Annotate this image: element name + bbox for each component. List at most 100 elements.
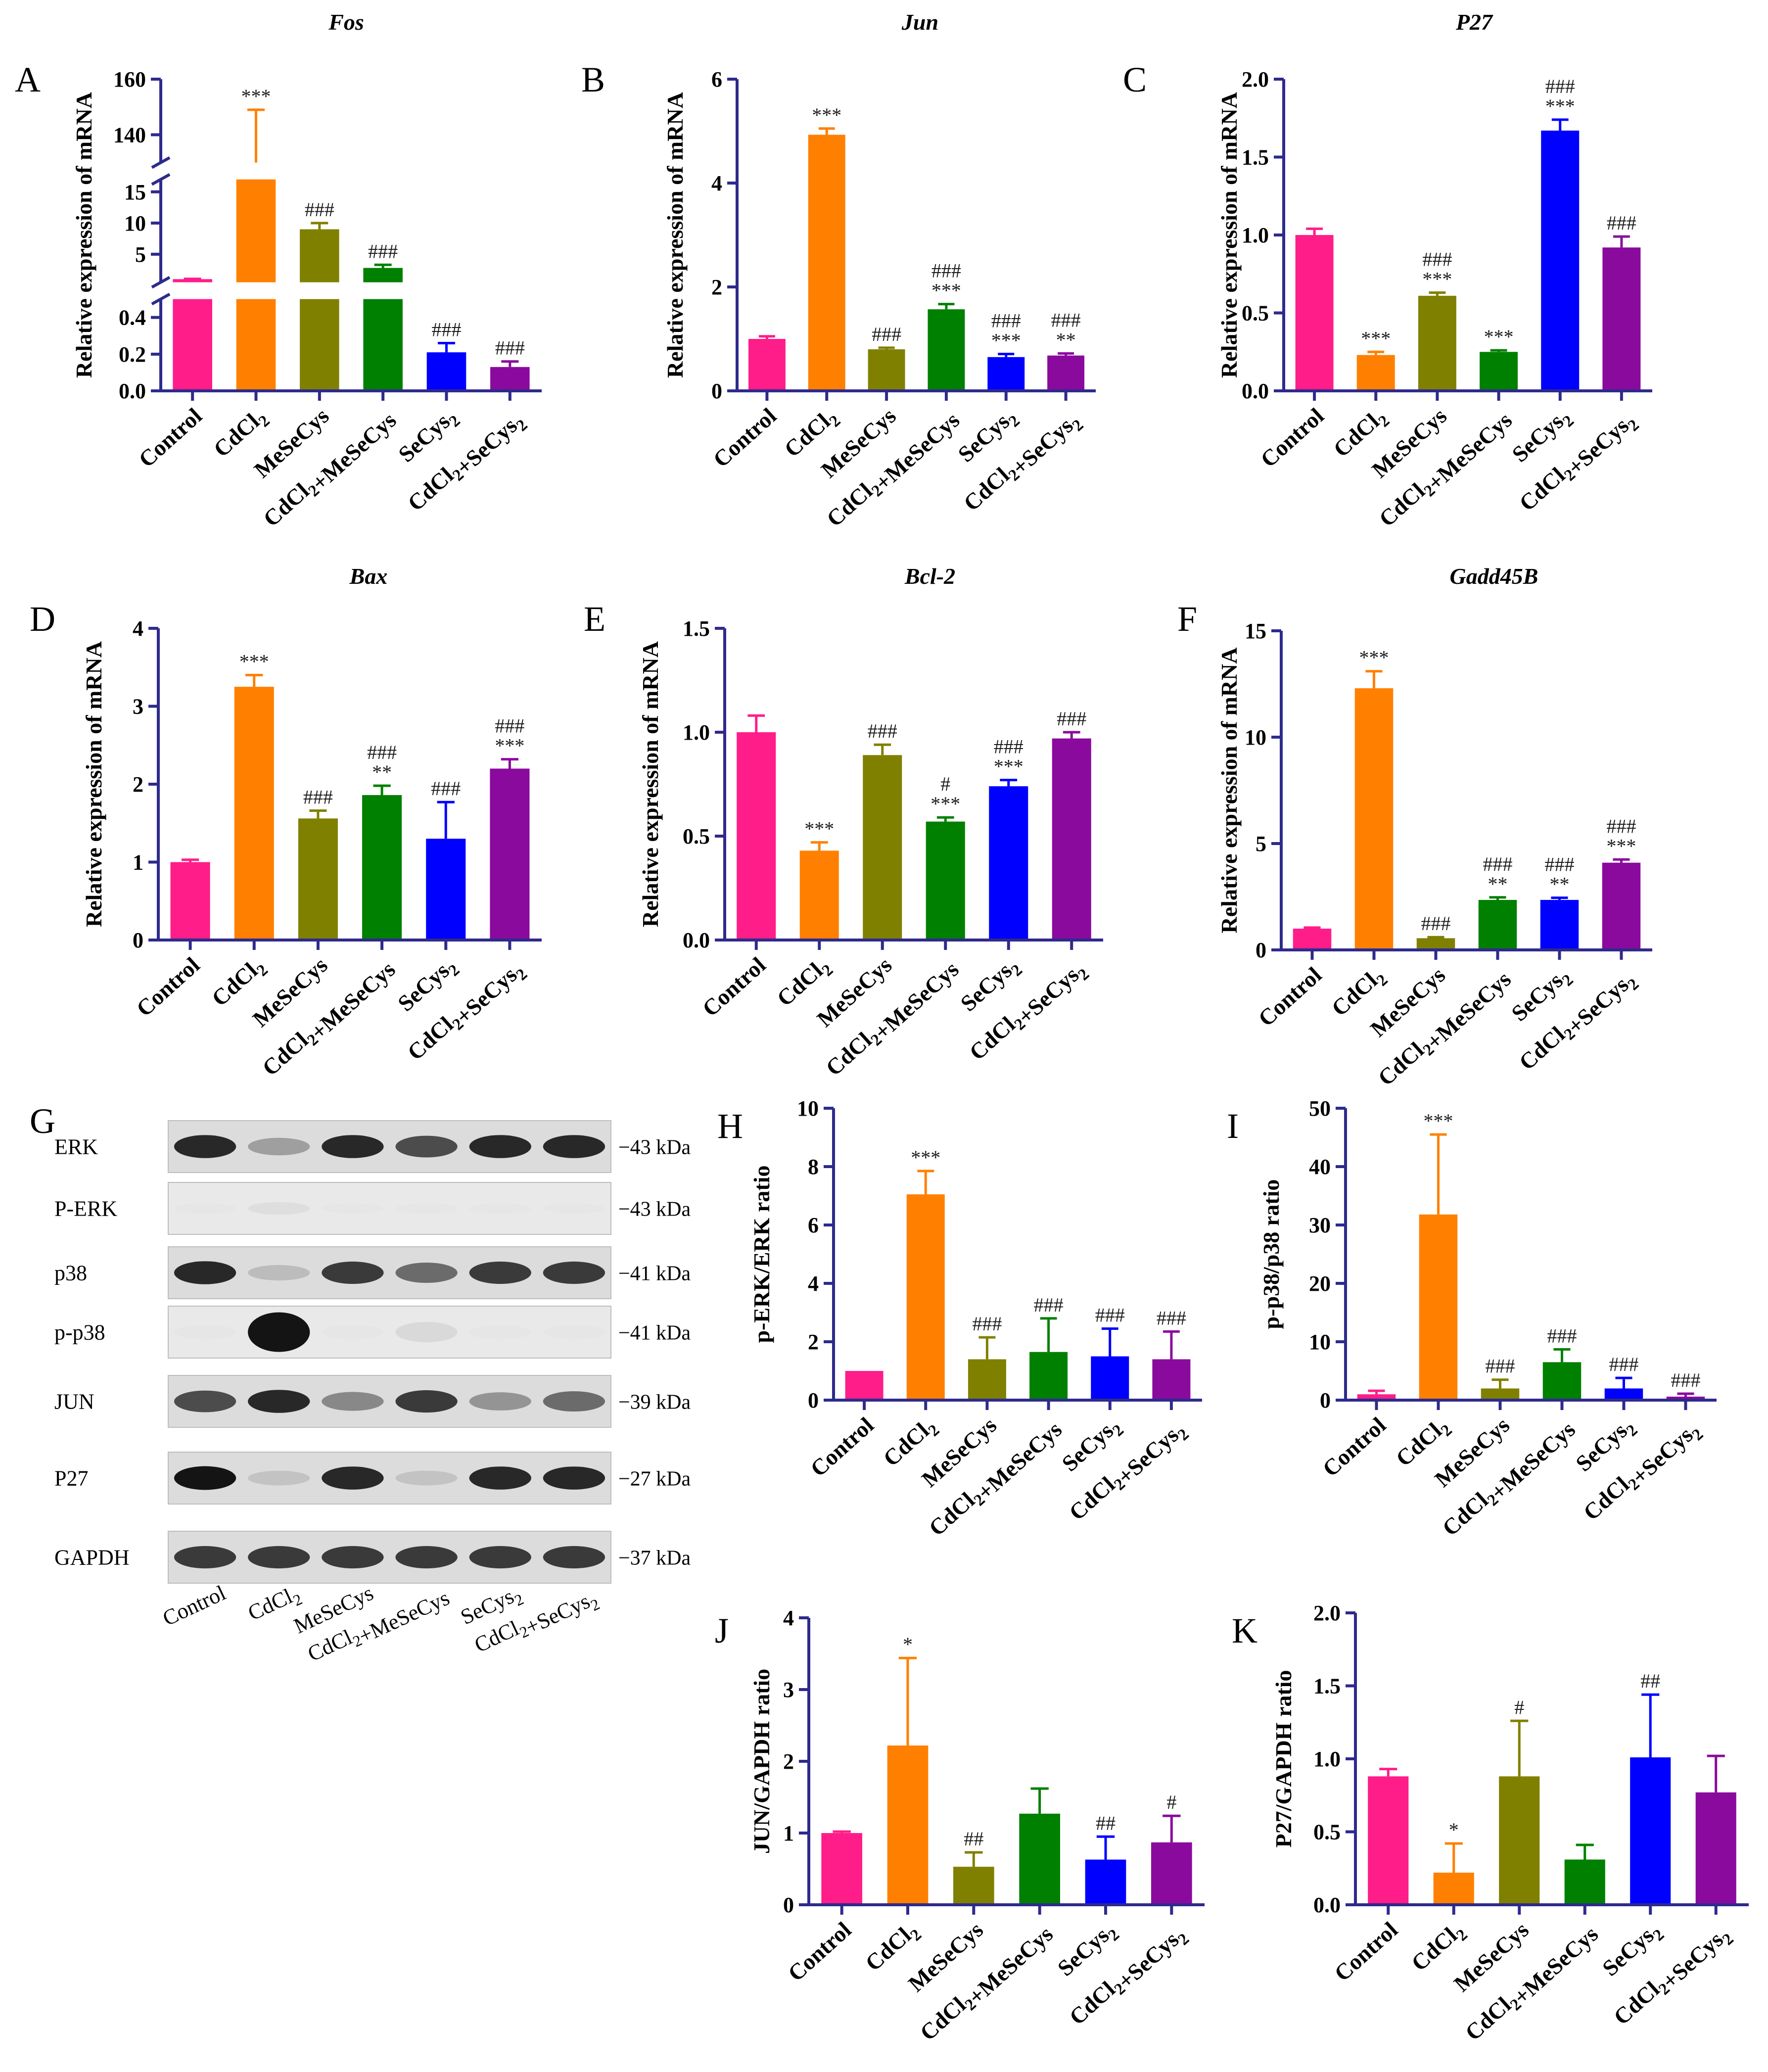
bar-E-0	[737, 732, 776, 940]
y-tick-label-A: 10	[124, 211, 146, 235]
y-tick-label-H: 0	[808, 1388, 819, 1413]
y-axis-label-K: P27/GAPDH ratio	[1271, 1670, 1296, 1848]
y-tick-label-D: 3	[133, 695, 143, 719]
y-tick-label-A: 0.2	[119, 342, 146, 367]
bar-A-0-seg1	[173, 279, 212, 283]
significance-B-4: ***	[991, 329, 1021, 351]
bar-A-3-seg0	[363, 299, 403, 391]
panel-label-C: C	[1123, 60, 1147, 99]
significance-A-3: ###	[368, 240, 398, 262]
y-tick-label-H: 10	[797, 1096, 819, 1121]
y-tick-label-E: 1.5	[683, 616, 710, 641]
significance-B-1: ***	[812, 104, 841, 126]
blot-band-JUN-0	[174, 1390, 236, 1413]
blot-membrane	[168, 1120, 611, 1173]
blot-band-GAPDH-0	[174, 1546, 236, 1569]
blot-band-ERK-4	[469, 1135, 531, 1158]
blot-band-JUN-3	[395, 1390, 458, 1413]
y-tick-label-A: 140	[113, 123, 146, 147]
blot-protein-label: p38	[54, 1261, 87, 1285]
bar-H-0	[845, 1371, 884, 1400]
bar-H-1	[906, 1194, 945, 1400]
bar-E-3	[926, 821, 965, 940]
bar-B-1	[808, 135, 845, 391]
blot-membrane	[168, 1531, 611, 1584]
blot-band-ERK-2	[322, 1135, 384, 1158]
blot-band-p-p38-0	[174, 1324, 236, 1340]
significance-C-4: ###	[1545, 75, 1575, 97]
y-tick-label-F: 0	[1256, 938, 1266, 962]
blot-band-JUN-1	[248, 1390, 310, 1413]
blot-band-p-p38-2	[322, 1324, 384, 1340]
y-tick-label-D: 0	[133, 928, 143, 952]
significance-H-1: ***	[911, 1146, 940, 1169]
y-tick-label-I: 40	[1309, 1155, 1331, 1179]
significance-H-2: ###	[972, 1313, 1002, 1335]
y-tick-label-C: 0.0	[1242, 379, 1269, 403]
y-tick-label-F: 10	[1245, 725, 1266, 750]
panel-label-E: E	[584, 599, 605, 639]
bar-E-4	[989, 786, 1028, 940]
bar-D-1	[234, 687, 274, 940]
significance-C-3: ***	[1484, 326, 1514, 348]
significance-F-5: ###	[1607, 815, 1636, 837]
chart-title-F: Gadd45B	[1450, 564, 1538, 589]
y-axis-label-A: Relative expression of mRNA	[71, 92, 96, 378]
significance-B-4: ###	[991, 309, 1021, 331]
bar-J-2	[953, 1867, 994, 1905]
y-tick-label-B: 4	[711, 171, 722, 195]
blot-band-P27-5	[543, 1466, 605, 1490]
bar-J-1	[887, 1745, 929, 1905]
blot-band-P-ERK-5	[543, 1203, 605, 1214]
y-axis-label-J: JUN/GAPDH ratio	[749, 1669, 774, 1854]
significance-K-4: ##	[1640, 1670, 1660, 1692]
bar-I-1	[1419, 1214, 1458, 1400]
y-tick-label-C: 1.0	[1242, 223, 1269, 247]
significance-F-2: ###	[1421, 912, 1451, 935]
bar-H-3	[1029, 1352, 1068, 1400]
significance-B-3: ***	[931, 280, 961, 302]
y-tick-label-B: 6	[711, 67, 722, 92]
y-tick-label-B: 2	[711, 275, 722, 299]
significance-C-2: ***	[1422, 268, 1452, 290]
y-axis-label-D: Relative expression of mRNA	[81, 641, 106, 927]
blot-row-P27: P27 −27 kDa	[54, 1452, 691, 1505]
y-axis-label-B: Relative expression of mRNA	[662, 92, 688, 378]
axis-break-A-b1	[151, 276, 171, 289]
axis-break-A-b2	[151, 156, 171, 169]
blot-kda-label: −39 kDa	[618, 1391, 691, 1414]
significance-J-4: ##	[1096, 1812, 1116, 1834]
significance-D-3: ###	[367, 741, 397, 763]
significance-E-4: ###	[994, 736, 1024, 758]
bar-C-0	[1295, 235, 1334, 391]
blot-band-GAPDH-3	[395, 1546, 458, 1569]
y-tick-label-A: 160	[113, 67, 146, 92]
y-axis-label-C: Relative expression of mRNA	[1216, 92, 1242, 378]
blot-kda-label: −27 kDa	[618, 1468, 691, 1491]
bar-H-2	[968, 1359, 1006, 1400]
significance-D-4: ###	[431, 777, 461, 800]
y-tick-label-K: 1.0	[1313, 1747, 1341, 1771]
bar-E-1	[799, 850, 839, 940]
bar-C-2	[1418, 295, 1456, 391]
bar-D-4	[426, 839, 466, 940]
bar-I-2	[1481, 1388, 1520, 1400]
blot-band-p38-1	[248, 1265, 310, 1281]
blot-band-GAPDH-5	[543, 1546, 605, 1569]
y-tick-label-H: 8	[808, 1155, 819, 1179]
significance-A-2: ###	[305, 198, 334, 221]
y-tick-label-E: 0.0	[683, 928, 710, 952]
bar-E-5	[1052, 738, 1091, 940]
blot-protein-label: GAPDH	[54, 1546, 130, 1570]
y-axis-label-F: Relative expression of mRNA	[1216, 648, 1242, 934]
y-tick-label-K: 1.5	[1313, 1674, 1341, 1698]
blot-membrane	[168, 1452, 611, 1505]
y-tick-label-A: 15	[124, 180, 146, 204]
significance-C-2: ###	[1422, 248, 1452, 271]
bar-B-2	[868, 349, 905, 391]
bar-J-4	[1085, 1859, 1126, 1905]
chart-title-C: P27	[1455, 9, 1493, 35]
blot-band-p38-4	[469, 1261, 531, 1284]
bar-C-1	[1356, 355, 1395, 391]
